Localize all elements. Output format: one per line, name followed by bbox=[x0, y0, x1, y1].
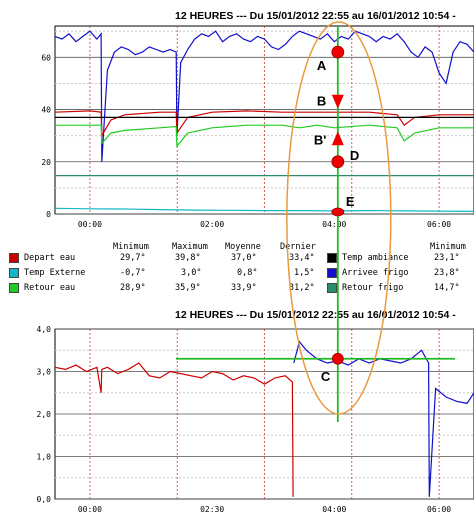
legend-min-retour-frigo: 14,7° bbox=[434, 283, 460, 293]
y-tick-label: 4,0 bbox=[37, 325, 52, 334]
legend-swatch-retour bbox=[9, 283, 19, 293]
y-tick-label: 3,0 bbox=[37, 368, 52, 377]
x-tick-label: 00:00 bbox=[78, 505, 102, 514]
legend-label-retour: Retour eau bbox=[24, 283, 76, 293]
legend-min-ambiance: 23,1° bbox=[434, 253, 460, 263]
y-tick-label: 20 bbox=[41, 158, 51, 167]
legend-last-retour: 31,2° bbox=[289, 283, 315, 293]
x-tick-label: 02:00 bbox=[200, 220, 224, 229]
legend-label-externe: Temp Externe bbox=[24, 268, 86, 278]
legend-header-moyenne: Moyenne bbox=[225, 242, 261, 252]
x-tick-label: 06:00 bbox=[427, 220, 451, 229]
legend-moy-depart: 37,0° bbox=[231, 253, 257, 263]
y-tick-label: 0 bbox=[46, 210, 51, 219]
legend-header-minimum-right: Minimum bbox=[430, 242, 466, 252]
legend-label-retour-frigo: Retour frigo bbox=[342, 283, 404, 293]
legend-swatch-ambiance bbox=[327, 253, 337, 263]
legend-min-externe: -0,7° bbox=[120, 268, 146, 278]
bottom-chart-title: 12 HEURES --- Du 15/01/2012 22:55 au 16/… bbox=[175, 309, 456, 321]
legend-moy-externe: 0,8° bbox=[237, 268, 258, 278]
legend-label-arrivee: Arrivee frigo bbox=[342, 268, 409, 278]
y-tick-label: 0,0 bbox=[37, 495, 52, 504]
y-tick-label: 60 bbox=[41, 53, 51, 62]
legend-header-minimum: Minimum bbox=[113, 242, 149, 252]
legend-max-externe: 3,0° bbox=[181, 268, 202, 278]
x-tick-label: 04:00 bbox=[322, 505, 346, 514]
x-tick-label: 00:00 bbox=[78, 220, 102, 229]
legend-min-depart: 29,7° bbox=[120, 253, 146, 263]
legend-swatch-arrivee bbox=[327, 268, 337, 278]
legend-label-depart: Depart eau bbox=[24, 253, 76, 263]
series-arrivee-frigo bbox=[54, 30, 474, 162]
y-tick-label: 1,0 bbox=[37, 453, 52, 462]
legend-header-maximum: Maximum bbox=[172, 242, 208, 252]
x-tick-label: 04:00 bbox=[322, 220, 346, 229]
legend-header-dernier: Dernier bbox=[280, 242, 316, 252]
series-0 bbox=[54, 362, 294, 497]
series-depart-eau bbox=[54, 110, 474, 138]
legend-min-arrivee: 23,8° bbox=[434, 268, 460, 278]
legend-max-depart: 39,8° bbox=[175, 253, 201, 263]
legend-swatch-retour-frigo bbox=[327, 283, 337, 293]
legend-label-ambiance: Temp ambiance bbox=[342, 253, 409, 263]
legend-last-depart: 33,4° bbox=[289, 253, 315, 263]
legend-swatch-depart bbox=[9, 253, 19, 263]
series-temp-externe bbox=[54, 207, 474, 212]
legend-max-retour: 35,9° bbox=[175, 283, 201, 293]
legend-swatch-externe bbox=[9, 268, 19, 278]
y-tick-label: 40 bbox=[41, 106, 51, 115]
legend-min-retour: 28,9° bbox=[120, 283, 146, 293]
legend-moy-retour: 33,9° bbox=[231, 283, 257, 293]
bottom-pressure-chart: 12 HEURES --- Du 15/01/2012 22:55 au 16/… bbox=[37, 309, 474, 514]
x-tick-label: 06:00 bbox=[427, 505, 451, 514]
series-retour-eau bbox=[55, 124, 474, 148]
legend-last-externe: 1,5° bbox=[294, 268, 315, 278]
top-chart-title: 12 HEURES --- Du 15/01/2012 22:55 au 16/… bbox=[175, 10, 456, 22]
y-tick-label: 2,0 bbox=[37, 410, 52, 419]
x-tick-label: 02:30 bbox=[200, 505, 224, 514]
top-temperature-chart: 12 HEURES --- Du 15/01/2012 22:55 au 16/… bbox=[41, 10, 474, 229]
